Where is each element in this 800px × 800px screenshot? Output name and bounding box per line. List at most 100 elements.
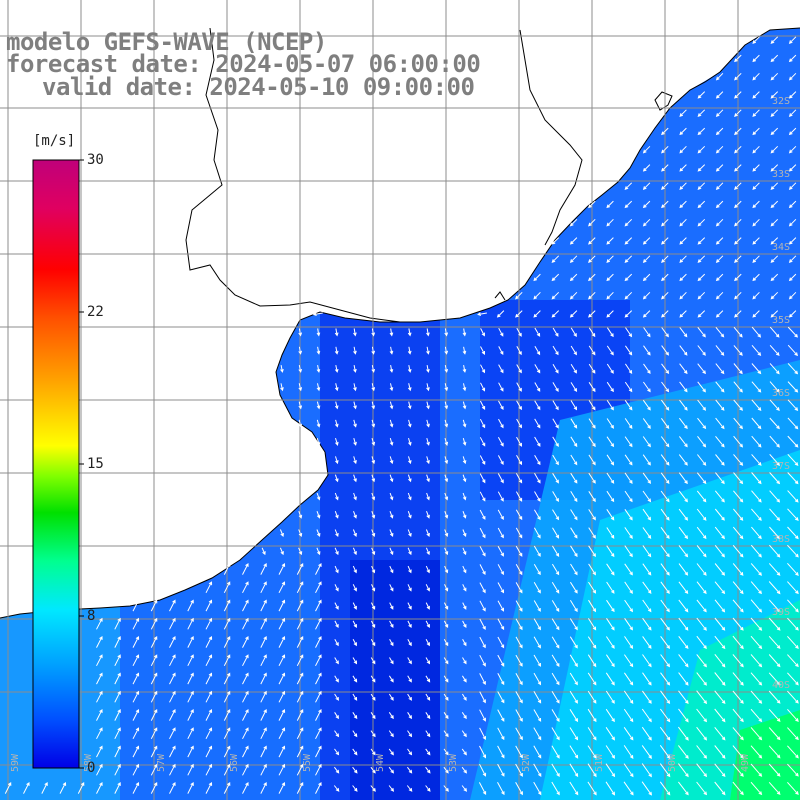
wind-arrow xyxy=(661,218,669,227)
wind-arrow xyxy=(315,617,322,630)
wind-arrow xyxy=(661,145,669,154)
wind-arrow xyxy=(497,673,505,686)
wind-arrow xyxy=(752,255,760,263)
wind-arrow xyxy=(315,581,322,594)
wind-arrow xyxy=(769,526,781,540)
wind-arrow xyxy=(551,581,560,594)
wind-arrow xyxy=(279,547,284,556)
wind-arrow xyxy=(606,490,615,503)
wind-arrow xyxy=(462,474,467,483)
wind-arrow xyxy=(624,273,633,282)
wind-arrow xyxy=(335,456,339,465)
wind-arrow xyxy=(426,511,430,519)
wind-arrow xyxy=(769,435,780,448)
wind-arrow xyxy=(752,218,760,227)
wind-arrow xyxy=(298,383,303,392)
longitude-label: 59W xyxy=(10,753,21,772)
wind-arrow xyxy=(752,164,760,172)
wind-arrow xyxy=(770,91,779,99)
wind-arrow xyxy=(516,436,523,447)
wind-arrow xyxy=(587,781,597,796)
wind-arrow xyxy=(114,690,121,703)
wind-arrow xyxy=(370,675,376,683)
wind-arrow xyxy=(96,654,103,667)
wind-arrow xyxy=(534,327,541,337)
wind-arrow xyxy=(389,492,394,501)
wind-arrow xyxy=(588,200,596,209)
wind-arrow xyxy=(606,418,614,429)
wind-arrow xyxy=(752,127,760,136)
wind-arrow xyxy=(552,491,559,502)
wind-arrow xyxy=(588,418,596,429)
wind-arrow xyxy=(316,401,321,410)
wind-arrow xyxy=(462,365,467,373)
colorbar-unit: [m/s] xyxy=(33,133,76,149)
wind-arrow xyxy=(371,565,376,574)
wind-arrow xyxy=(280,365,284,373)
wind-arrow xyxy=(661,327,669,338)
wind-arrow xyxy=(697,91,706,99)
wind-arrow xyxy=(697,109,706,117)
wind-arrow xyxy=(696,581,707,595)
wind-arrow xyxy=(659,708,671,723)
wind-arrow xyxy=(132,635,140,648)
wind-arrow xyxy=(187,763,194,776)
wind-arrow xyxy=(444,456,449,465)
wind-arrow xyxy=(205,745,213,758)
longitude-label: 49W xyxy=(740,753,751,772)
wind-arrow xyxy=(150,745,158,758)
wind-arrow xyxy=(661,127,669,136)
wind-arrow xyxy=(770,72,779,81)
wind-arrow xyxy=(296,581,304,594)
wind-arrows xyxy=(4,36,799,796)
wind-arrow xyxy=(371,529,376,537)
wind-arrow xyxy=(696,726,708,741)
wind-arrow xyxy=(697,399,707,411)
colorbar-tick-8: 8 xyxy=(87,608,96,624)
wind-arrow xyxy=(624,218,633,227)
wind-arrow xyxy=(770,291,779,300)
wind-arrow xyxy=(588,581,597,594)
wind-arrow xyxy=(353,492,357,501)
wind-arrow xyxy=(606,381,614,393)
wind-arrow xyxy=(150,672,158,685)
wind-arrow xyxy=(132,727,140,740)
wind-arrow xyxy=(606,618,615,631)
wind-arrow xyxy=(425,620,430,629)
wind-arrow xyxy=(407,693,412,701)
wind-arrow xyxy=(661,255,669,263)
wind-arrow xyxy=(733,417,743,430)
wind-arrow xyxy=(750,599,763,613)
wind-arrow xyxy=(551,255,560,263)
wind-arrow xyxy=(388,785,395,792)
wind-arrow xyxy=(205,581,213,594)
wind-arrow xyxy=(732,672,744,686)
wind-arrow xyxy=(389,437,394,446)
colorbar-ticks xyxy=(79,159,84,769)
wind-arrow xyxy=(371,437,376,446)
wind-arrow xyxy=(426,383,430,392)
wind-arrow xyxy=(588,509,596,521)
wind-arrow xyxy=(697,237,706,245)
wind-arrow xyxy=(114,635,121,648)
wind-arrow xyxy=(605,636,615,649)
wind-arrow xyxy=(444,437,449,446)
wind-arrow xyxy=(697,363,706,375)
wind-arrow xyxy=(205,672,213,685)
wind-arrow xyxy=(679,345,688,356)
wind-arrow xyxy=(150,635,158,648)
wind-arrow xyxy=(352,712,358,720)
wind-arrow xyxy=(587,727,597,741)
wind-arrow xyxy=(533,291,541,300)
wind-arrow xyxy=(371,511,376,519)
wind-arrow xyxy=(787,472,799,485)
wind-arrow xyxy=(371,547,376,556)
wind-arrow xyxy=(570,563,578,576)
wind-arrow xyxy=(642,218,651,227)
wind-arrow xyxy=(679,399,688,411)
wind-arrow xyxy=(425,565,430,574)
wind-arrow xyxy=(278,781,286,794)
wind-arrow xyxy=(787,435,799,448)
wind-arrow xyxy=(752,291,760,300)
wind-arrow xyxy=(260,654,267,667)
